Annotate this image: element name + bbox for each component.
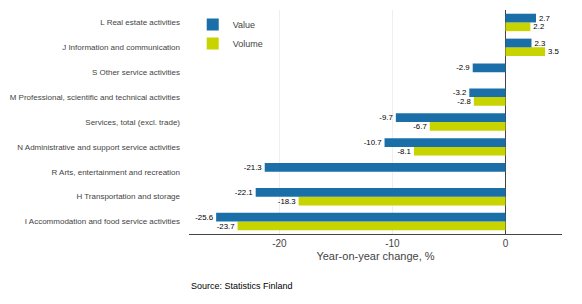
svg-text:H Transportation and storage: H Transportation and storage: [76, 192, 180, 201]
svg-text:2.3: 2.3: [534, 39, 546, 48]
svg-text:-9.7: -9.7: [379, 113, 393, 122]
svg-text:-10.7: -10.7: [364, 138, 382, 147]
svg-text:M Professional, scientific and: M Professional, scientific and technical…: [10, 93, 180, 102]
svg-text:Volume: Volume: [233, 39, 263, 49]
svg-text:0: 0: [503, 238, 509, 249]
svg-text:-25.6: -25.6: [195, 213, 213, 222]
svg-text:-2.9: -2.9: [456, 63, 470, 72]
svg-text:3.5: 3.5: [548, 47, 560, 56]
svg-text:-22.1: -22.1: [235, 188, 253, 197]
svg-text:Source: Statistics Finland: Source: Statistics Finland: [191, 281, 293, 291]
svg-text:-8.1: -8.1: [397, 147, 411, 156]
svg-text:J Information and communicatio: J Information and communication: [62, 43, 180, 52]
svg-text:2.7: 2.7: [539, 14, 550, 23]
svg-text:Year-on-year change, %: Year-on-year change, %: [316, 250, 434, 262]
svg-text:2.2: 2.2: [533, 22, 544, 31]
svg-text:-18.3: -18.3: [278, 197, 296, 206]
svg-text:Value: Value: [233, 20, 255, 30]
svg-text:L Real estate activities: L Real estate activities: [100, 18, 180, 27]
svg-text:S Other service activities: S Other service activities: [92, 68, 180, 77]
svg-text:-20: -20: [272, 238, 287, 249]
svg-text:-23.7: -23.7: [217, 222, 235, 231]
svg-text:R Arts, entertainment and recr: R Arts, entertainment and recreation: [51, 168, 180, 177]
svg-text:I Accommodation and food servi: I Accommodation and food service activit…: [25, 217, 180, 226]
svg-text:-2.8: -2.8: [457, 97, 471, 106]
svg-text:-21.3: -21.3: [244, 163, 262, 172]
svg-text:-3.2: -3.2: [453, 88, 467, 97]
svg-text:Services, total (excl. trade): Services, total (excl. trade): [85, 118, 180, 127]
svg-text:-6.7: -6.7: [413, 122, 427, 131]
svg-text:N Administrative and support s: N Administrative and support service act…: [17, 143, 180, 152]
svg-text:-10: -10: [385, 238, 400, 249]
